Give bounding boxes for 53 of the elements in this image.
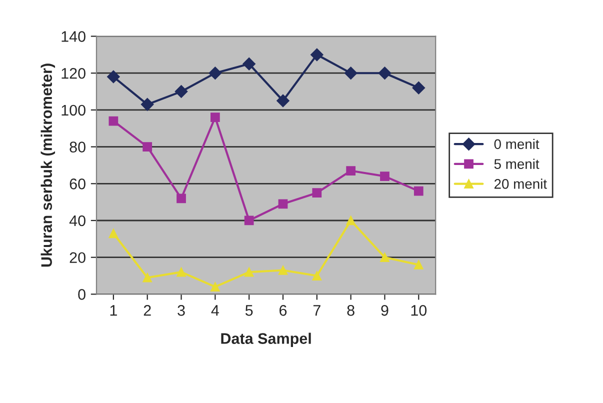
point [142, 272, 152, 282]
point [108, 228, 118, 238]
legend-label: 0 menit [494, 138, 540, 150]
point [278, 199, 288, 209]
point [142, 142, 152, 152]
point [242, 57, 256, 70]
x-tick-label: 3 [178, 305, 185, 316]
point [380, 252, 390, 262]
point [312, 271, 322, 280]
point [174, 85, 188, 98]
point [244, 216, 254, 226]
y-tick-label: 40 [69, 215, 86, 226]
x-tick-label: 8 [347, 305, 354, 316]
point [108, 116, 118, 126]
point [244, 267, 254, 277]
point [414, 260, 424, 270]
legend-label: 20 menit [494, 178, 547, 189]
point [312, 188, 322, 198]
x-tick-label: 10 [411, 305, 427, 316]
point [278, 266, 288, 275]
point [176, 194, 186, 204]
point [176, 267, 186, 277]
point [210, 112, 220, 122]
point [380, 172, 390, 181]
y-tick-label: 20 [70, 252, 86, 264]
y-tick-label: 80 [70, 142, 86, 152]
x-axis-title: Data Sampel [221, 332, 311, 347]
point [344, 66, 358, 80]
point [140, 98, 154, 111]
point [107, 70, 120, 84]
x-tick-label: 4 [211, 305, 219, 316]
x-tick-label: 6 [280, 305, 287, 316]
point [276, 94, 290, 108]
y-tick-label: 0 [78, 289, 86, 300]
x-tick-label: 1 [110, 305, 117, 316]
point [412, 81, 426, 94]
point [346, 166, 356, 176]
y-axis-title: Ukuran serbuk (mikrometer) [40, 64, 56, 267]
point [378, 66, 392, 80]
point [310, 48, 324, 62]
point [346, 216, 356, 226]
x-tick-label: 9 [381, 305, 388, 316]
y-tick-label: 60 [70, 178, 86, 190]
point [210, 282, 220, 292]
y-tick-label: 140 [62, 31, 86, 42]
y-tick-label: 100 [62, 104, 86, 116]
point [208, 66, 222, 80]
x-tick-label: 2 [144, 305, 151, 316]
x-tick-label: 7 [313, 305, 320, 316]
y-tick-label: 120 [62, 68, 86, 79]
legend-label: 5 menit [494, 158, 540, 169]
point [414, 186, 424, 196]
x-tick-label: 5 [245, 305, 253, 316]
